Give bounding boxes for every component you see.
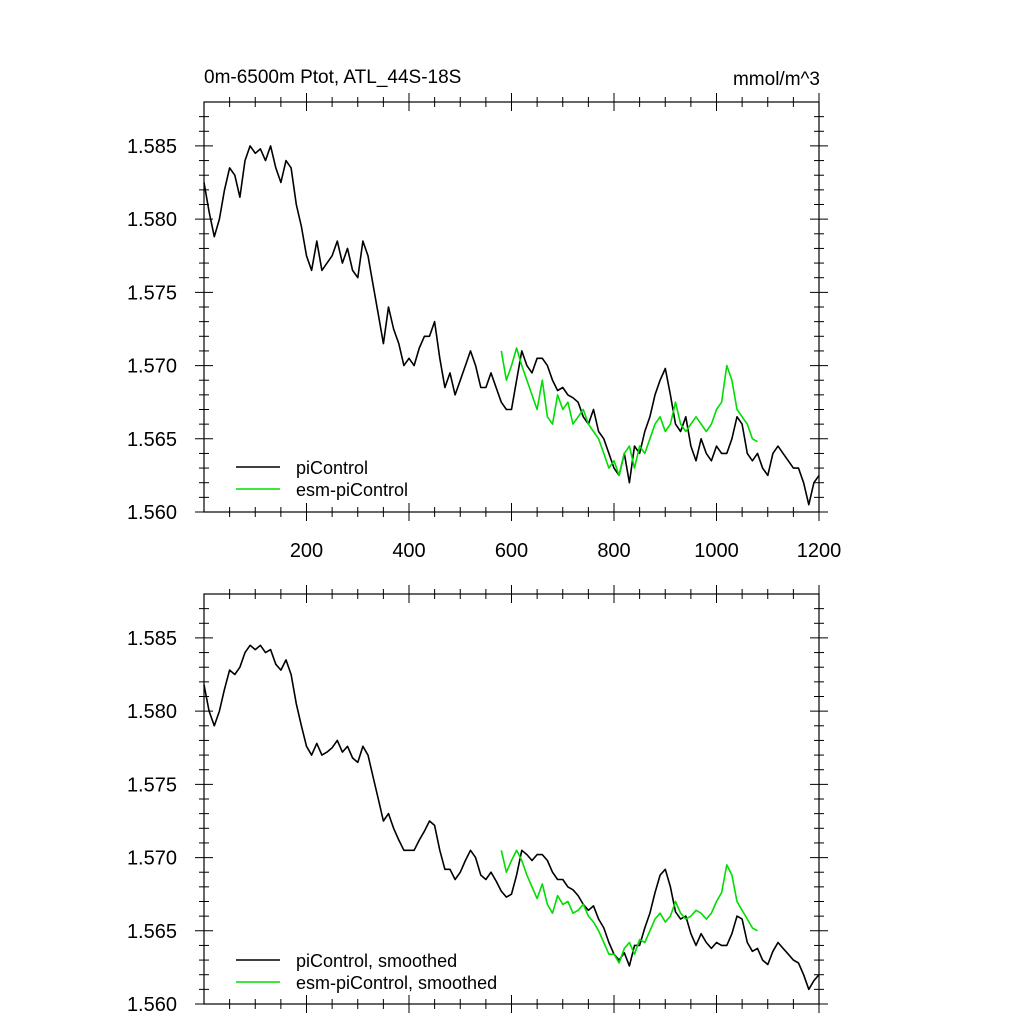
top-chart-ticks (195, 93, 828, 521)
y-tick-label: 1.580 (127, 209, 177, 231)
x-tick-label: 600 (495, 540, 528, 562)
x-tick-label: 400 (392, 540, 425, 562)
top-chart-lines (203, 145, 820, 506)
top-chart-panel: 0m-6500m Ptot, ATL_44S-18S mmol/m^3 200 4… (127, 67, 841, 562)
x-tick-label: 200 (290, 540, 323, 562)
legend-label-picontrol-smoothed: piControl, smoothed (296, 951, 457, 971)
bottom-chart-legend: piControl, smoothed esm-piControl, smoot… (236, 951, 497, 993)
y-tick-label: 1.560 (127, 994, 177, 1016)
y-tick-label: 1.570 (127, 356, 177, 378)
chart-title-left: 0m-6500m Ptot, ATL_44S-18S (204, 67, 461, 88)
x-tick-label: 800 (597, 540, 630, 562)
bottom-chart-panel: 1.560 1.565 1.570 1.575 1.580 1.585 piControl… (127, 585, 828, 1016)
y-tick-label: 1.565 (127, 429, 177, 451)
bottom-chart-frame (203, 593, 820, 1005)
chart-title-units: mmol/m^3 (733, 69, 820, 90)
legend-label-esm-picontrol-smoothed: esm-piControl, smoothed (296, 973, 497, 993)
y-tick-label: 1.565 (127, 921, 177, 943)
top-chart-tick-labels: 200 400 600 800 1000 1200 1.560 1.565 1.570 1.575… (127, 136, 841, 562)
y-tick-label: 1.585 (127, 136, 177, 158)
series-line-picontrol (203, 145, 820, 506)
y-tick-label: 1.580 (127, 701, 177, 723)
x-tick-label: 1200 (797, 540, 842, 562)
y-tick-label: 1.585 (127, 628, 177, 650)
series-line-esm-picontrol-smoothed (500, 849, 758, 964)
y-tick-label: 1.575 (127, 282, 177, 304)
x-tick-label: 1000 (694, 540, 739, 562)
top-chart-frame (203, 101, 820, 513)
series-line-esm-picontrol (500, 347, 758, 477)
legend-label-picontrol: piControl (296, 458, 368, 478)
bottom-chart-tick-labels: 1.560 1.565 1.570 1.575 1.580 1.585 (127, 628, 177, 1016)
series-line-picontrol-smoothed (203, 644, 820, 991)
y-tick-label: 1.560 (127, 502, 177, 524)
bottom-chart-lines (203, 644, 820, 991)
y-tick-label: 1.575 (127, 774, 177, 796)
bottom-chart-ticks (195, 585, 828, 1013)
legend-label-esm-picontrol: esm-piControl (296, 480, 408, 500)
top-chart-legend: piControl esm-piControl (236, 458, 408, 500)
y-tick-label: 1.570 (127, 848, 177, 870)
